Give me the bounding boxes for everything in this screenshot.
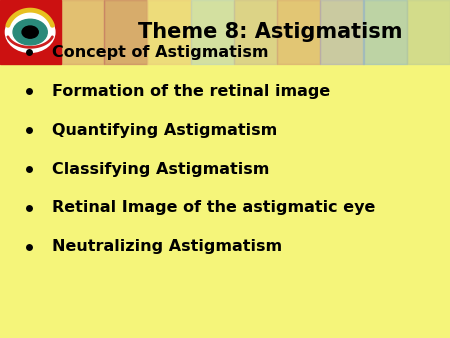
Text: Concept of Astigmatism: Concept of Astigmatism: [52, 45, 268, 60]
Bar: [61, 0, 104, 64]
Text: Neutralizing Astigmatism: Neutralizing Astigmatism: [52, 239, 282, 254]
Circle shape: [22, 26, 38, 38]
Text: Classifying Astigmatism: Classifying Astigmatism: [52, 162, 269, 176]
Bar: [190, 0, 234, 64]
Bar: [364, 0, 407, 64]
Bar: [147, 0, 190, 64]
Ellipse shape: [5, 12, 55, 52]
Bar: [320, 0, 364, 64]
Text: Retinal Image of the astigmatic eye: Retinal Image of the astigmatic eye: [52, 200, 375, 215]
Bar: [0, 0, 61, 64]
Text: Theme 8: Astigmatism: Theme 8: Astigmatism: [138, 22, 402, 42]
Bar: [407, 0, 450, 64]
Text: Quantifying Astigmatism: Quantifying Astigmatism: [52, 123, 277, 138]
Text: Formation of the retinal image: Formation of the retinal image: [52, 84, 330, 99]
Circle shape: [13, 19, 47, 45]
Bar: [104, 0, 147, 64]
Bar: [234, 0, 277, 64]
Bar: [277, 0, 320, 64]
